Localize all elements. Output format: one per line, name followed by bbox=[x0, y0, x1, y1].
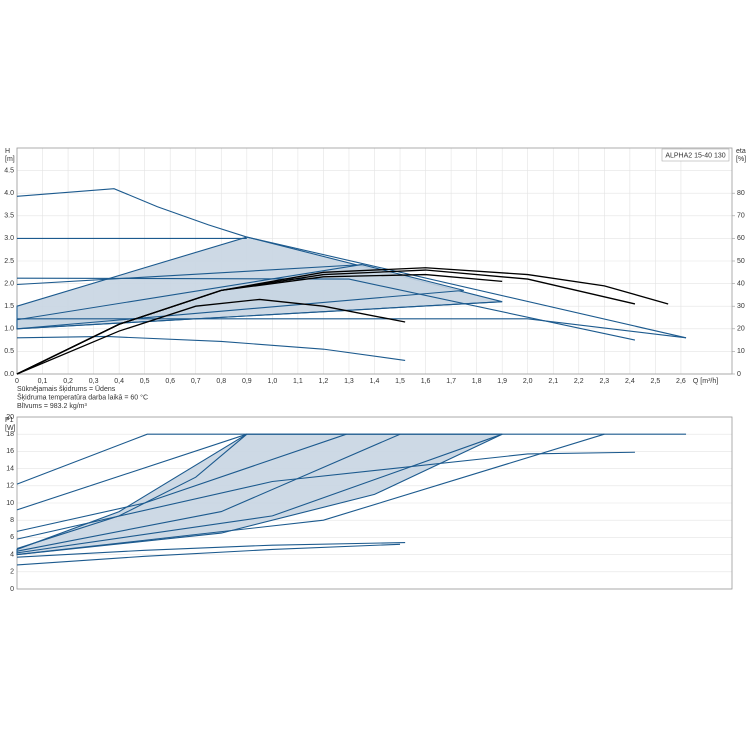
x-tick-label: 1,6 bbox=[421, 378, 431, 385]
plot-frame bbox=[16, 416, 733, 590]
y-tick-label: 20 bbox=[6, 414, 14, 421]
y-axis-title: P1 bbox=[5, 417, 14, 424]
x-tick-label: 1,7 bbox=[446, 378, 456, 385]
y2-tick-label: 10 bbox=[737, 348, 745, 355]
curve bbox=[16, 451, 635, 540]
x-tick-label: 1,3 bbox=[344, 378, 354, 385]
y2-tick-label: 40 bbox=[737, 280, 745, 287]
x-tick-label: 2,5 bbox=[651, 378, 661, 385]
y2-axis-unit: [%] bbox=[736, 156, 746, 163]
y-tick-label: 4 bbox=[10, 551, 14, 558]
y2-tick-label: 80 bbox=[737, 190, 745, 197]
y2-tick-label: 60 bbox=[737, 235, 745, 242]
x-tick-label: 2,1 bbox=[548, 378, 558, 385]
y-axis-unit: [m] bbox=[5, 156, 15, 163]
curve bbox=[16, 301, 503, 330]
y-tick-label: 2.5 bbox=[4, 258, 14, 265]
curve bbox=[16, 433, 687, 485]
curve bbox=[16, 542, 406, 558]
x-tick-label: 2,6 bbox=[676, 378, 686, 385]
x-tick-label: 0,9 bbox=[242, 378, 252, 385]
x-tick-label: 1,8 bbox=[472, 378, 482, 385]
legend-box bbox=[661, 148, 730, 162]
y-tick-label: 3.0 bbox=[4, 235, 14, 242]
note: Sūknējamais šķidrums = Ūdens bbox=[17, 385, 116, 393]
curve bbox=[16, 188, 247, 238]
x-tick-label: 1,0 bbox=[267, 378, 277, 385]
y2-tick-label: 0 bbox=[737, 371, 741, 378]
x-tick-label: 1,9 bbox=[497, 378, 507, 385]
y-tick-label: 0.5 bbox=[4, 348, 14, 355]
y-tick-label: 8 bbox=[10, 517, 14, 524]
y2-axis-title: eta bbox=[736, 148, 746, 155]
x-tick-label: 0,1 bbox=[38, 378, 48, 385]
x-tick-label: 0 bbox=[15, 378, 19, 385]
x-tick-label: 0,8 bbox=[216, 378, 226, 385]
y2-tick-label: 20 bbox=[737, 326, 745, 333]
curve bbox=[16, 433, 248, 550]
y-tick-label: 2 bbox=[10, 569, 14, 576]
x-tick-label: 1,2 bbox=[319, 378, 329, 385]
y-tick-label: 4.0 bbox=[4, 190, 14, 197]
y-tick-label: 4.5 bbox=[4, 167, 14, 174]
y-tick-label: 6 bbox=[10, 534, 14, 541]
y-tick-label: 18 bbox=[6, 431, 14, 438]
y-tick-label: 1.0 bbox=[4, 326, 14, 333]
x-tick-label: 0,3 bbox=[89, 378, 99, 385]
y-tick-label: 14 bbox=[6, 465, 14, 472]
y-tick-label: 12 bbox=[6, 483, 14, 490]
curve bbox=[16, 433, 347, 532]
x-tick-label: 2,3 bbox=[599, 378, 609, 385]
x-tick-label: 0,6 bbox=[165, 378, 175, 385]
curve bbox=[16, 335, 406, 361]
curve bbox=[16, 298, 406, 375]
y-tick-label: 3.5 bbox=[4, 213, 14, 220]
x-tick-label: 0,2 bbox=[63, 378, 73, 385]
y2-tick-label: 70 bbox=[737, 213, 745, 220]
curve bbox=[16, 433, 247, 511]
x-tick-label: 0,7 bbox=[191, 378, 201, 385]
y2-tick-label: 30 bbox=[737, 303, 745, 310]
note: Šķidruma temperatūra darba laikā = 60 °C bbox=[17, 392, 148, 401]
y2-tick-label: 50 bbox=[737, 258, 745, 265]
curve bbox=[16, 433, 401, 552]
x-axis-title: Q [m³/h] bbox=[693, 378, 718, 385]
x-tick-label: 1,1 bbox=[293, 378, 303, 385]
y-tick-label: 10 bbox=[6, 500, 14, 507]
x-tick-label: 1,4 bbox=[370, 378, 380, 385]
x-tick-label: 2,0 bbox=[523, 378, 533, 385]
plot-frame bbox=[16, 147, 733, 375]
x-tick-label: 2,2 bbox=[574, 378, 584, 385]
y-tick-label: 16 bbox=[6, 448, 14, 455]
curve bbox=[246, 236, 687, 339]
x-tick-label: 2,4 bbox=[625, 378, 635, 385]
y-tick-label: 1.5 bbox=[4, 303, 14, 310]
x-tick-label: 0,4 bbox=[114, 378, 124, 385]
x-tick-label: 0,5 bbox=[140, 378, 150, 385]
y-tick-label: 0 bbox=[10, 586, 14, 593]
x-tick-label: 1,5 bbox=[395, 378, 405, 385]
legend-title: ALPHA2 15-40 130 bbox=[665, 152, 725, 159]
y-tick-label: 2.0 bbox=[4, 280, 14, 287]
curve bbox=[16, 433, 605, 556]
note: Blīvums = 983.2 kg/m³ bbox=[17, 403, 88, 410]
y-axis-unit: [W] bbox=[5, 425, 16, 432]
curve bbox=[16, 264, 362, 286]
curve bbox=[16, 273, 503, 375]
y-tick-label: 0.0 bbox=[4, 371, 14, 378]
curve bbox=[16, 433, 503, 554]
y-axis-title: H bbox=[5, 148, 10, 155]
area bbox=[16, 264, 465, 330]
curve bbox=[16, 543, 401, 566]
